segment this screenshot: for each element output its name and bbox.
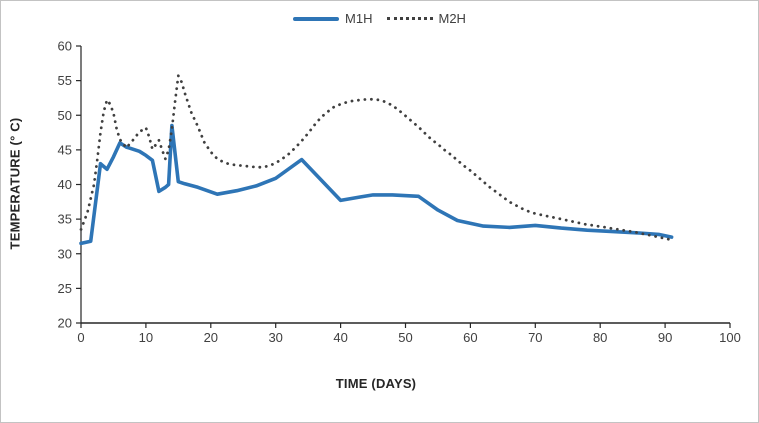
x-tick-label: 90: [658, 330, 672, 345]
x-tick-label: 100: [719, 330, 741, 345]
x-tick-label: 0: [77, 330, 84, 345]
x-tick-label: 10: [139, 330, 153, 345]
y-axis-title: TEMPERATURE (° C): [7, 117, 23, 250]
x-tick-label: 40: [333, 330, 347, 345]
x-tick-label: 80: [593, 330, 607, 345]
y-tick-label: 20: [58, 316, 72, 331]
legend-item-m2h: M2H: [386, 11, 466, 26]
y-tick-label: 40: [58, 177, 72, 192]
y-tick-label: 50: [58, 108, 72, 123]
chart-legend: M1H M2H: [1, 11, 758, 26]
y-tick-label: 30: [58, 246, 72, 261]
legend-m2h-line-sample: [386, 17, 433, 20]
x-axis-title: TIME (DAYS): [335, 376, 417, 391]
y-tick-label: 25: [58, 281, 72, 296]
series-m1h-line: [79, 123, 674, 246]
legend-item-m1h: M1H: [293, 11, 373, 26]
series-m2h-line: [79, 74, 673, 242]
y-tick-label: 35: [58, 212, 72, 227]
x-tick-label: 70: [528, 330, 542, 345]
y-tick-label: 60: [58, 39, 72, 54]
y-tick-label: 45: [58, 142, 72, 157]
x-tick-label: 20: [204, 330, 218, 345]
y-tick-label: 55: [58, 73, 72, 88]
x-tick-label: 60: [463, 330, 477, 345]
legend-m2h-label: M2H: [438, 11, 466, 26]
x-tick-label: 50: [398, 330, 412, 345]
legend-m1h-label: M1H: [345, 11, 373, 26]
legend-m1h-line-sample: [293, 16, 340, 21]
x-tick-label: 30: [268, 330, 282, 345]
